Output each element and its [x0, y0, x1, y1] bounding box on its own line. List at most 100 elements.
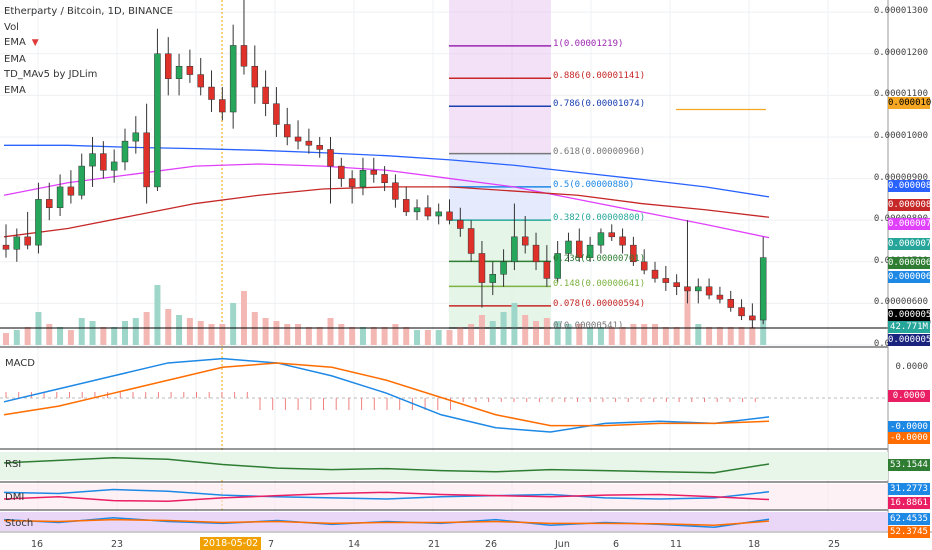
volume-bar	[608, 327, 615, 345]
price-badge: 0.00000856	[888, 180, 932, 192]
pane-label-dmi[interactable]: DMI	[5, 492, 25, 503]
volume-bar	[500, 312, 507, 345]
date-axis-tick: 16	[31, 539, 44, 550]
volume-bar	[111, 327, 118, 345]
price-axis-tick: 0.00001200	[873, 47, 928, 58]
legend-td-mav5[interactable]: TD_MAv5 by JDLim	[4, 69, 98, 80]
candle-body	[327, 149, 334, 167]
volume-bar	[338, 324, 345, 345]
candle-body	[695, 286, 702, 292]
pane-label-stoch[interactable]: Stoch	[5, 518, 34, 529]
candle-body	[24, 236, 31, 246]
volume-bar	[143, 312, 150, 345]
volume-bar	[587, 327, 594, 345]
legend-ema-2[interactable]: EMA	[4, 53, 26, 65]
candle-body	[348, 178, 356, 188]
candle-body	[532, 244, 540, 263]
candle-body	[597, 232, 605, 246]
candle-body	[435, 211, 442, 217]
fib-level-label: 0(0.00000541)	[553, 320, 624, 331]
candle-body	[489, 274, 497, 283]
date-axis-tick: 7	[268, 539, 275, 550]
price-badge: 52.3745	[888, 526, 930, 538]
volume-bar	[273, 321, 280, 345]
candle-body	[359, 170, 367, 188]
candle-body	[46, 199, 53, 208]
legend-ema-1[interactable]: EMA	[4, 37, 26, 48]
volume-bar	[597, 327, 604, 345]
price-badge: 0.00000659	[888, 257, 932, 269]
fib-level-label: 0.078(0.00000594)	[553, 298, 646, 309]
candle-body	[500, 261, 507, 275]
volume-bar	[630, 324, 637, 345]
date-highlight-badge: 2018-05-02	[200, 537, 262, 550]
candle-body	[110, 161, 118, 171]
pane-label-rsi[interactable]: RSI	[5, 459, 22, 470]
fib-level-label: 0.382(0.00000800)	[553, 213, 646, 224]
candle-body	[132, 132, 140, 142]
candle-body	[521, 236, 529, 246]
price-badge: 0.00000501	[888, 334, 932, 346]
candle-body	[56, 186, 64, 208]
candle-body	[316, 145, 323, 150]
candle-body	[478, 253, 486, 283]
pane-label-macd[interactable]: MACD	[5, 358, 35, 369]
volume-bar	[67, 330, 74, 345]
candle-body	[381, 174, 388, 183]
candle-body	[705, 286, 713, 296]
legend-vol[interactable]: Vol	[4, 21, 19, 33]
candle-body	[511, 236, 518, 263]
volume-bar	[468, 324, 475, 345]
price-badge: 0.00000657	[888, 271, 932, 283]
candle-body	[262, 86, 269, 104]
legend-ema-3[interactable]: EMA	[4, 84, 26, 96]
price-axis-tick: 0.00001000	[873, 130, 928, 141]
volume-bar	[100, 327, 107, 345]
candle-body	[338, 165, 345, 179]
fib-level-label: 0.148(0.00000641)	[553, 279, 646, 290]
volume-bar	[327, 318, 334, 345]
volume-bar	[673, 327, 680, 345]
volume-bar	[489, 321, 496, 345]
price-badge: -0.0000	[888, 421, 930, 433]
legend-symbol[interactable]: Etherparty / Bitcoin, 1D, BINANCE	[4, 6, 173, 17]
volume-bar	[684, 291, 691, 345]
price-badge: 0.00000758	[888, 218, 932, 230]
volume-bar	[619, 327, 626, 345]
candle-body	[143, 132, 150, 188]
fib-level-label: 0.5(0.00000880)	[553, 179, 635, 190]
candle-body	[2, 244, 10, 250]
macd-line	[3, 362, 770, 427]
volume-bar	[652, 324, 659, 345]
candle-body	[100, 153, 107, 171]
volume-bar	[381, 327, 388, 345]
price-badge: 53.1544	[888, 459, 930, 471]
volume-bar	[738, 327, 745, 345]
macd-line	[3, 357, 770, 433]
candle-body	[273, 103, 280, 125]
candle-body	[67, 186, 75, 196]
volume-bar	[208, 324, 215, 345]
volume-bar	[305, 327, 312, 345]
price-axis-tick: 0.00001100	[873, 89, 928, 100]
price-badge: 0.0000	[888, 390, 930, 402]
candle-body	[608, 232, 615, 238]
volume-bar	[749, 327, 756, 345]
price-badge: 62.4535	[888, 513, 930, 525]
volume-bar	[262, 318, 269, 345]
candle-body	[554, 253, 561, 279]
volume-bar	[316, 327, 323, 345]
candle-body	[13, 236, 21, 250]
volume-bar	[716, 327, 723, 345]
volume-bar	[522, 315, 529, 345]
volume-bar	[165, 309, 172, 345]
candle-body	[673, 282, 680, 288]
volume-bar	[35, 312, 42, 345]
volume-bar	[695, 324, 702, 345]
legend-collapse-icon[interactable]: ▼	[31, 38, 39, 48]
volume-bar	[284, 324, 291, 345]
ema-line	[4, 144, 770, 198]
candle-body	[305, 140, 313, 146]
volume-bar	[359, 327, 366, 345]
